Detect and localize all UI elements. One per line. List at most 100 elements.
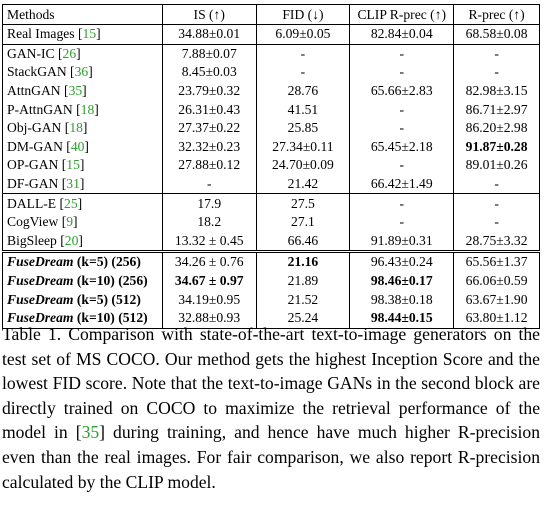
method-config: (k=5) (256)	[76, 254, 141, 270]
method-name: Obj-GAN	[7, 120, 62, 136]
table-row: FuseDream (k=10) (256) 34.67 ± 0.97 21.8…	[2, 271, 540, 291]
clip-cell: 91.89±0.31	[349, 231, 455, 252]
rprec-cell: 68.58±0.08	[453, 24, 540, 45]
method-cell: BigSleep [20]	[2, 231, 163, 252]
rprec-cell: -	[453, 63, 540, 82]
fid-cell: 28.76	[255, 81, 351, 101]
rprec-cell: 86.71±2.97	[453, 100, 540, 119]
fid-cell: -	[255, 63, 351, 82]
rprec-cell: -	[453, 212, 540, 232]
citation-link[interactable]: 36	[74, 64, 89, 80]
clip-cell: 66.42±1.49	[349, 174, 455, 194]
fid-cell: 25.24	[255, 308, 351, 329]
fid-cell: 27.34±0.11	[255, 137, 351, 157]
method-config: (k=5) (512)	[76, 291, 141, 307]
method-name: DF-GAN	[7, 176, 59, 192]
method-cell: DALL-E [25]	[2, 193, 163, 213]
fid-cell: 24.70±0.09	[255, 156, 351, 175]
citation-link[interactable]: 20	[64, 232, 79, 248]
is-cell: 17.9	[161, 193, 257, 213]
fid-cell: 27.5	[255, 193, 351, 213]
table-row: FuseDream (k=10) (512) 32.88±0.93 25.24 …	[2, 308, 540, 329]
method-cell: DM-GAN [40]	[2, 137, 163, 157]
table-row: GAN-IC [26] 7.88±0.07 - - -	[2, 43, 540, 64]
citation-link[interactable]: 25	[64, 195, 78, 211]
method-cell: GAN-IC [26]	[2, 43, 163, 64]
table-row: OP-GAN [15] 27.88±0.12 24.70±0.09 - 89.0…	[2, 156, 540, 175]
clip-cell: -	[349, 118, 455, 138]
citation-link[interactable]: 35	[68, 83, 83, 99]
citation-link[interactable]: 15	[82, 26, 97, 42]
clip-cell: -	[349, 156, 455, 175]
method-name: FuseDream	[7, 310, 74, 326]
method-cell: AttnGAN [35]	[2, 81, 163, 101]
method-name: FuseDream	[7, 254, 74, 270]
rprec-cell: -	[453, 43, 540, 64]
citation-link[interactable]: 18	[69, 120, 83, 136]
citation-link[interactable]: 35	[81, 422, 100, 443]
fid-cell: 21.42	[255, 174, 351, 194]
fid-cell: 27.1	[255, 212, 351, 232]
method-name: DM-GAN	[7, 138, 63, 154]
caption-text-part2: during training, and hence have much hig…	[2, 422, 540, 492]
caption-text-part1: Table 1. Comparison with state-of-the-ar…	[2, 324, 540, 443]
clip-cell: 65.66±2.83	[349, 81, 455, 101]
method-cell: OP-GAN [15]	[2, 156, 163, 175]
clip-cell: -	[349, 212, 455, 232]
rprec-cell: 86.20±2.98	[453, 118, 540, 138]
fid-cell: -	[255, 43, 351, 64]
is-cell: 23.79±0.32	[161, 81, 257, 101]
header-is: IS (↑)	[161, 4, 257, 25]
rprec-cell-best: 91.87±0.28	[453, 137, 540, 157]
fid-cell: 25.85	[255, 118, 351, 138]
header-rprec: R-prec (↑)	[453, 4, 540, 25]
citation-link[interactable]: 40	[70, 138, 85, 154]
method-cell: P-AttnGAN [18]	[2, 100, 163, 119]
method-name: StackGAN	[7, 64, 67, 80]
fid-cell-best: 21.16	[255, 250, 351, 272]
results-table-container: Methods IS (↑) FID (↓) CLIP R-prec (↑) R…	[2, 4, 540, 329]
method-name: Real Images	[7, 26, 75, 42]
citation-link[interactable]: 9	[66, 214, 74, 230]
rprec-cell: 65.56±1.37	[453, 250, 540, 272]
method-cell: CogView [9]	[2, 212, 163, 232]
citation-link[interactable]: 31	[66, 176, 80, 192]
citation-link[interactable]: 15	[66, 157, 80, 173]
method-cell: FuseDream (k=5) (256)	[2, 250, 163, 272]
citation-link[interactable]: 26	[62, 45, 77, 61]
table-row: FuseDream (k=5) (256) 34.26 ± 0.76 21.16…	[2, 250, 540, 272]
rprec-cell: 66.06±0.59	[453, 271, 540, 291]
clip-cell: 96.43±0.24	[349, 250, 455, 272]
method-name: FuseDream	[7, 291, 74, 307]
method-cell: FuseDream (k=10) (256)	[2, 271, 163, 291]
header-fid: FID (↓)	[255, 4, 351, 25]
method-config: (k=10) (512)	[76, 310, 148, 326]
table-row: CogView [9] 18.2 27.1 - -	[2, 212, 540, 232]
results-table: Methods IS (↑) FID (↓) CLIP R-prec (↑) R…	[2, 4, 540, 329]
rprec-cell: 63.80±1.12	[453, 308, 540, 329]
header-row: Methods IS (↑) FID (↓) CLIP R-prec (↑) R…	[2, 4, 540, 25]
table-caption: Table 1. Comparison with state-of-the-ar…	[2, 324, 540, 492]
method-cell: StackGAN [36]	[2, 63, 163, 82]
is-cell: 27.37±0.22	[161, 118, 257, 138]
table-row: DF-GAN [31] - 21.42 66.42±1.49 -	[2, 174, 540, 194]
method-cell: FuseDream (k=10) (512)	[2, 308, 163, 329]
is-cell: 13.32 ± 0.45	[161, 231, 257, 252]
table-row: Obj-GAN [18] 27.37±0.22 25.85 - 86.20±2.…	[2, 118, 540, 138]
is-cell: 18.2	[161, 212, 257, 232]
table-row: P-AttnGAN [18] 26.31±0.43 41.51 - 86.71±…	[2, 100, 540, 119]
clip-cell: -	[349, 63, 455, 82]
citation-link[interactable]: 18	[80, 101, 95, 117]
rprec-cell: 28.75±3.32	[453, 231, 540, 252]
clip-cell: 65.45±2.18	[349, 137, 455, 157]
fid-cell: 6.09±0.05	[255, 24, 351, 45]
method-name: FuseDream	[7, 273, 74, 289]
method-name: BigSleep	[7, 232, 57, 248]
is-cell: 27.88±0.12	[161, 156, 257, 175]
clip-cell-best: 98.44±0.15	[349, 308, 455, 329]
method-name: OP-GAN	[7, 157, 59, 173]
is-cell: 8.45±0.03	[161, 63, 257, 82]
fid-cell: 41.51	[255, 100, 351, 119]
table-row: DM-GAN [40] 32.32±0.23 27.34±0.11 65.45±…	[2, 137, 540, 157]
method-cell: FuseDream (k=5) (512)	[2, 290, 163, 309]
